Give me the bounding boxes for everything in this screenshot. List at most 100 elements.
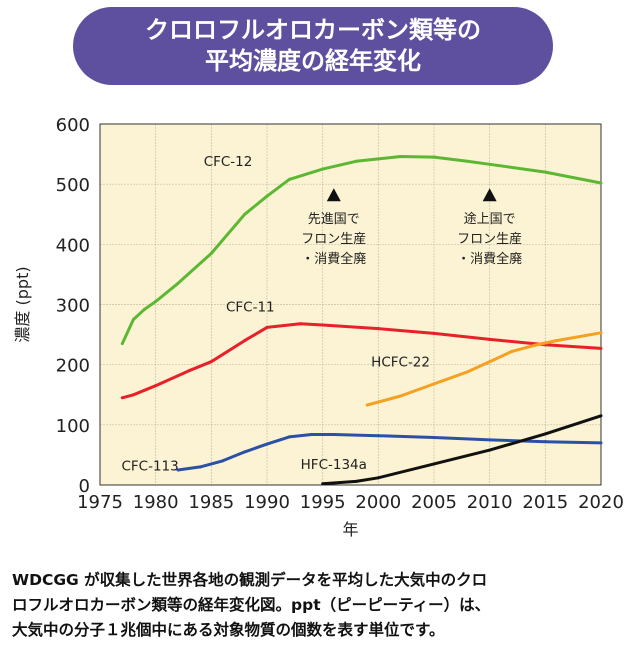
x-tick-label: 1985 (188, 492, 234, 513)
y-tick-label: 400 (56, 235, 90, 256)
data-point (532, 343, 536, 347)
data-point (488, 438, 492, 442)
data-point (376, 157, 380, 161)
y-tick-label: 600 (56, 115, 90, 136)
data-point (265, 442, 269, 446)
data-point (287, 177, 291, 181)
series-label: CFC-12 (204, 154, 253, 170)
data-point (265, 194, 269, 198)
data-point (488, 360, 492, 364)
data-point (176, 281, 180, 285)
data-point (265, 325, 269, 329)
annotation-text: 先進国で (308, 212, 360, 227)
data-point (376, 327, 380, 331)
data-point (187, 369, 191, 373)
data-point (510, 349, 514, 353)
data-point (243, 339, 247, 343)
data-point (321, 323, 325, 327)
series-line-cfc-11 (121, 322, 602, 400)
x-tick-label: 2010 (467, 492, 513, 513)
x-tick-label: 1990 (244, 492, 290, 513)
data-point (354, 159, 358, 163)
data-point (599, 414, 603, 418)
data-point (399, 154, 403, 158)
series-label: HCFC-22 (371, 354, 430, 370)
data-point (321, 167, 325, 171)
x-tick-label: 2020 (578, 492, 624, 513)
data-point (198, 465, 202, 469)
title-banner: クロロフルオロカーボン類等の 平均濃度の経年変化 (73, 7, 553, 85)
chart: 1975 1980 1985 1990 1995 2000 2005 2010 2015 2020… (13, 115, 624, 539)
data-point (488, 448, 492, 452)
data-point (154, 384, 158, 388)
data-point (465, 370, 469, 374)
y-axis-label: 濃度 (ppt) (13, 266, 32, 342)
x-tick-label: 1980 (133, 492, 179, 513)
data-point (332, 432, 336, 436)
data-point (243, 450, 247, 454)
series-label: HFC-134a (301, 457, 367, 473)
data-point (131, 393, 135, 397)
data-point (376, 476, 380, 480)
x-axis-label: 年 (342, 520, 358, 539)
data-point (432, 382, 436, 386)
data-point (120, 342, 124, 346)
data-point (599, 331, 603, 335)
data-point (488, 162, 492, 166)
series-line-cfc-12 (120, 155, 602, 345)
y-tick-label: 500 (56, 175, 90, 196)
data-point (543, 440, 547, 444)
x-tick-label: 1995 (300, 492, 346, 513)
data-point (287, 435, 291, 439)
annotation-text: 途上国で (464, 211, 516, 227)
data-point (354, 479, 358, 483)
caption-line-1: WDCGG が収集した世界各地の観測データを平均した大気中のクロ (12, 571, 488, 589)
data-point (465, 159, 469, 163)
data-point (599, 346, 603, 350)
data-point (176, 468, 180, 472)
series-label: CFC-113 (121, 459, 178, 475)
data-point (599, 181, 603, 185)
caption: WDCGG が収集した世界各地の観測データを平均した大気中のクロ ロフルオロカー… (12, 568, 632, 643)
data-point (554, 339, 558, 343)
y-tick-label: 200 (56, 356, 90, 377)
data-point (120, 396, 124, 400)
data-point (376, 434, 380, 438)
title-line-1: クロロフルオロカーボン類等の (145, 16, 481, 44)
data-point (399, 394, 403, 398)
annotation-text: ・消費全廃 (301, 251, 366, 267)
data-point (599, 441, 603, 445)
data-point (365, 403, 369, 407)
y-tick-label: 300 (56, 296, 90, 317)
data-point (310, 432, 314, 436)
annotation-text: ・消費全廃 (457, 251, 522, 267)
data-point (209, 251, 213, 255)
data-point (432, 155, 436, 159)
triangle-marker-icon (326, 188, 341, 202)
data-point (488, 337, 492, 341)
x-tick-label: 1975 (77, 492, 123, 513)
data-point (543, 432, 547, 436)
data-point (131, 318, 135, 322)
caption-line-2: ロフルオロカーボン類等の経年変化図。ppt（ピーピーティー）は、 (12, 596, 491, 614)
data-point (143, 307, 147, 311)
series-label: CFC-11 (226, 300, 275, 316)
plot-frame (99, 123, 602, 486)
data-point (543, 170, 547, 174)
data-point (432, 435, 436, 439)
x-tick-label: 2015 (522, 492, 568, 513)
triangle-marker-icon (482, 188, 497, 202)
annotation-text: フロン生産 (301, 231, 366, 247)
data-point (243, 212, 247, 216)
data-point (432, 331, 436, 335)
caption-line-3: 大気中の分子１兆個中にある対象物質の個数を表す単位です。 (12, 621, 445, 639)
title-line-2: 平均濃度の経年変化 (205, 47, 421, 75)
data-point (298, 322, 302, 326)
x-tick-label: 2005 (411, 492, 457, 513)
data-point (321, 482, 325, 486)
data-point (220, 459, 224, 463)
y-tick-label: 100 (56, 416, 90, 437)
x-tick-label: 2000 (355, 492, 401, 513)
data-point (209, 360, 213, 364)
annotation-text: フロン生産 (457, 231, 522, 247)
